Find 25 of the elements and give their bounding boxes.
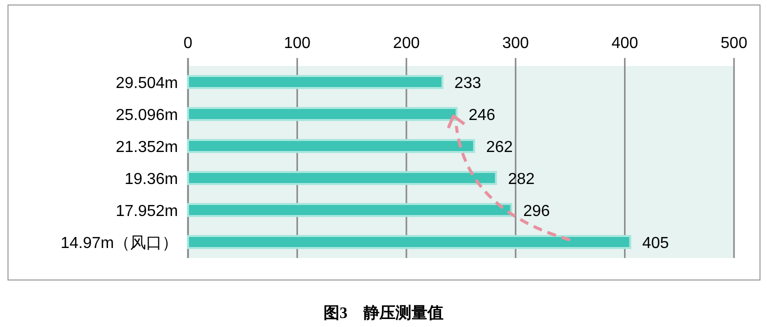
text: 图3 静压测量值 (324, 304, 444, 322)
y-tick-label: 17.952m (116, 203, 178, 220)
y-tick-label: 21.352m (116, 139, 178, 156)
bar (187, 75, 444, 89)
x-tick-label: 300 (502, 35, 530, 52)
bar (187, 107, 458, 121)
x-tick-label: 200 (393, 35, 420, 52)
x-tick-label: 100 (284, 35, 311, 52)
y-tick-label: 29.504m (116, 75, 178, 92)
data-label: 282 (508, 171, 535, 188)
bar (187, 171, 497, 185)
bar (187, 235, 632, 249)
data-label: 233 (454, 75, 482, 92)
x-tick-label: 500 (720, 35, 748, 52)
bar (187, 203, 512, 217)
data-label: 405 (642, 235, 670, 252)
data-label: 246 (468, 107, 496, 124)
x-tick-label: 400 (611, 35, 638, 52)
y-tick-label: 19.36m (124, 171, 178, 188)
bar (187, 139, 476, 153)
data-label: 296 (523, 203, 550, 220)
y-tick-label: 14.97m（风口） (60, 235, 178, 252)
x-tick-label: 0 (184, 35, 193, 52)
data-label: 262 (486, 139, 513, 156)
y-tick-label: 25.096m (116, 107, 178, 124)
